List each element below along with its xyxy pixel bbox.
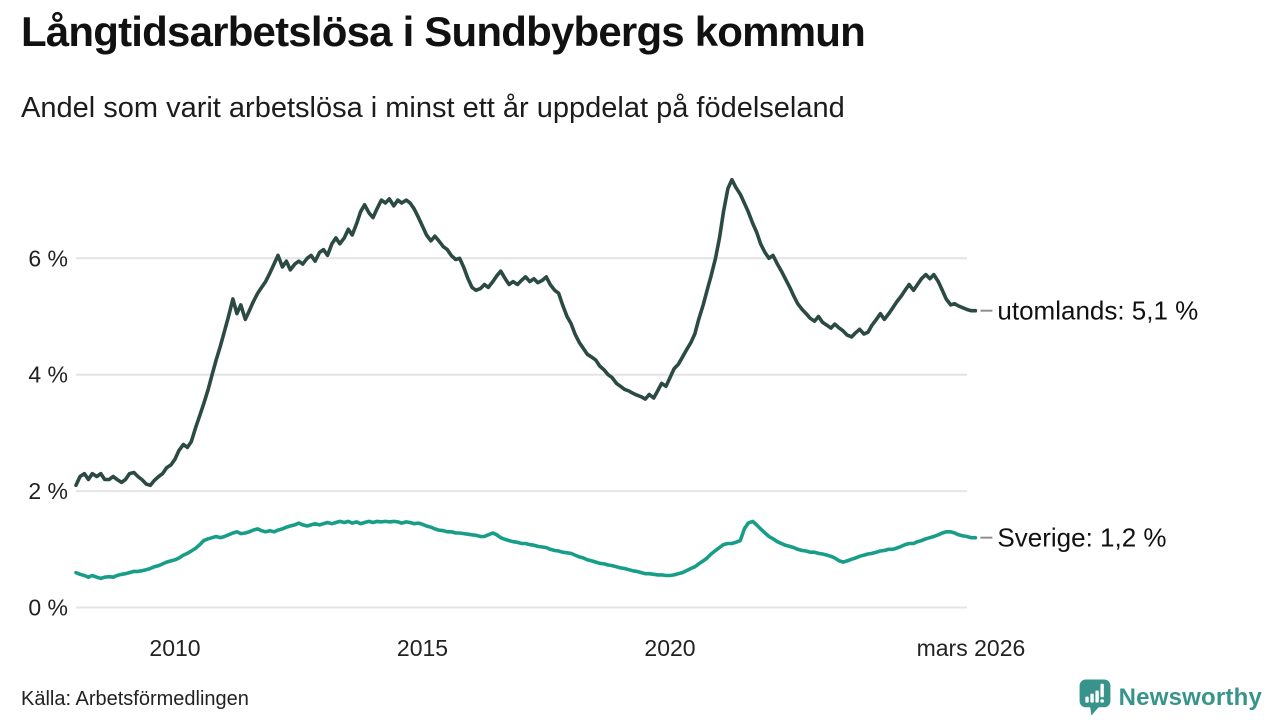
series-end-label-sverige: Sverige: 1,2 % xyxy=(997,523,1166,553)
y-tick-label: 2 % xyxy=(28,478,68,504)
page-subtitle: Andel som varit arbetslösa i minst ett å… xyxy=(21,92,845,124)
x-tick-label: 2010 xyxy=(149,635,200,661)
x-tick-label: 2020 xyxy=(644,635,695,661)
newsworthy-wordmark: Newsworthy xyxy=(1118,683,1262,711)
x-tick-label: mars 2026 xyxy=(917,635,1026,661)
newsworthy-logo: Newsworthy xyxy=(1078,679,1262,716)
x-tick-label: 2015 xyxy=(397,635,448,661)
y-tick-label: 4 % xyxy=(28,362,68,388)
source-text: Källa: Arbetsförmedlingen xyxy=(21,688,249,710)
page-title: Långtidsarbetslösa i Sundbybergs kommun xyxy=(21,8,866,55)
series-line-sverige xyxy=(74,519,978,581)
y-tick-label: 6 % xyxy=(28,245,68,271)
series-end-label-utomlands: utomlands: 5,1 % xyxy=(997,296,1198,326)
newsworthy-icon xyxy=(1079,679,1111,716)
series-line-utomlands xyxy=(74,177,978,488)
y-tick-label: 0 % xyxy=(28,595,68,621)
